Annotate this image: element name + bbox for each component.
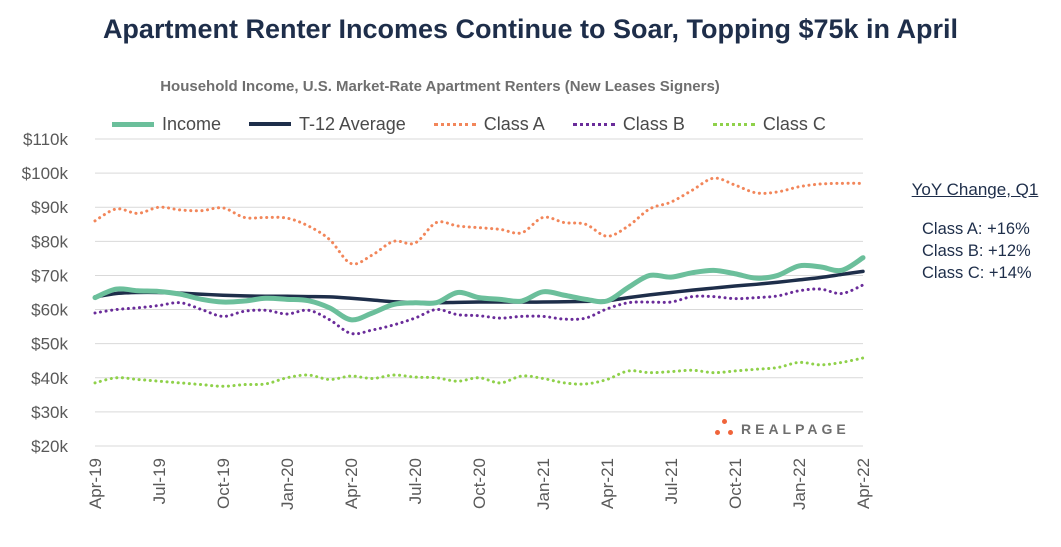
series-layer [92, 176, 866, 388]
series-line-class-b [93, 283, 865, 336]
legend-item-class-c[interactable]: Class C [712, 113, 826, 135]
yoy-panel: YoY Change, Q1 Class A: +16% Class B: +1… [900, 180, 1060, 284]
legend-label-t12-average: T-12 Average [299, 113, 406, 134]
x-tick-label: Oct-21 [726, 458, 745, 509]
grid-layer [95, 138, 863, 447]
chart-subtitle: Household Income, U.S. Market-Rate Apart… [160, 78, 720, 95]
y-tick-label: $50k [31, 335, 68, 354]
legend-item-t12-average[interactable]: T-12 Average [249, 114, 406, 135]
x-tick-label: Apr-22 [854, 458, 873, 509]
y-tick-label: $30k [31, 403, 68, 422]
y-tick-label: $20k [31, 437, 68, 456]
y-tick-label: $70k [31, 266, 68, 285]
y-tick-label: $80k [31, 232, 68, 251]
legend-swatch-t12-average [249, 122, 292, 126]
series-line-t-12-average [93, 269, 865, 305]
x-tick-label: Jul-19 [150, 458, 169, 504]
legend: Income T-12 Average Class A Class B Clas… [112, 112, 872, 136]
yoy-class-b: Class B: +12% [922, 242, 1031, 260]
x-tick-label: Oct-20 [470, 458, 489, 509]
legend-label-income: Income [162, 113, 222, 134]
x-tick-label: Oct-19 [214, 458, 233, 509]
logo-text: REALPAGE [741, 421, 850, 437]
y-tick-label: $60k [31, 301, 68, 320]
y-tick-label: $90k [31, 198, 68, 217]
x-axis-labels: Apr-19 Jul-19 Oct-19 Jan-20 Apr-20 Jul-20 Oct-… [86, 458, 873, 510]
logo-dots-icon [715, 419, 735, 439]
y-tick-label: $100k [22, 164, 69, 183]
series-line-income [92, 255, 866, 323]
legend-swatch-class-c [712, 122, 755, 126]
series-line-class-a [93, 176, 865, 266]
legend-item-class-b[interactable]: Class B [572, 113, 685, 135]
x-tick-label: Apr-19 [86, 458, 105, 509]
yoy-panel-title: YoY Change, Q1 [911, 180, 1039, 199]
x-tick-label: Apr-20 [342, 458, 361, 509]
legend-label-class-c: Class C [762, 113, 826, 134]
series-line-class-c [93, 356, 865, 388]
yoy-class-c: Class C: +14% [922, 264, 1032, 282]
legend-swatch-class-a [433, 122, 476, 126]
y-tick-label: $40k [31, 369, 68, 388]
x-tick-label: Apr-21 [598, 458, 617, 509]
x-tick-label: Jan-20 [278, 458, 297, 510]
x-tick-label: Jan-22 [790, 458, 809, 510]
legend-item-class-a[interactable]: Class A [433, 113, 545, 135]
legend-label-class-a: Class A [483, 113, 545, 134]
yoy-class-a: Class A: +16% [922, 220, 1030, 238]
chart-title: Apartment Renter Incomes Continue to Soa… [102, 14, 959, 44]
y-tick-label: $110k [23, 130, 69, 149]
x-tick-label: Jan-21 [534, 458, 553, 510]
x-tick-label: Jul-20 [406, 458, 425, 504]
legend-label-class-b: Class B [622, 113, 685, 134]
x-tick-label: Jul-21 [662, 458, 681, 504]
realpage-logo: REALPAGE [715, 418, 850, 440]
legend-swatch-income [112, 121, 154, 127]
y-axis-labels: $20k $30k $40k $50k $60k $70k $80k $90k $100k $11… [22, 130, 69, 456]
legend-swatch-class-b [572, 122, 615, 126]
legend-item-income[interactable]: Income [112, 114, 221, 135]
